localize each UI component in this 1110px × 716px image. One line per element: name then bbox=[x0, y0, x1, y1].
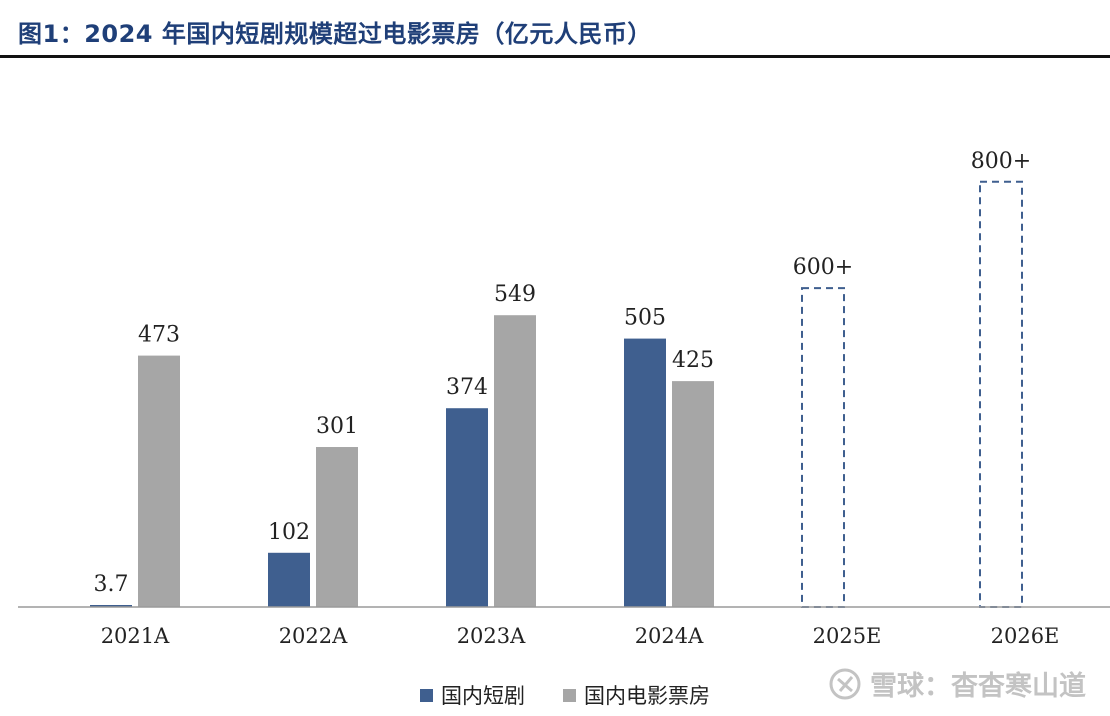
legend: 国内短剧 国内电影票房 bbox=[420, 680, 710, 710]
bar-box-office-2022a bbox=[316, 447, 358, 607]
x-tick-label-2022a: 2022A bbox=[279, 624, 348, 648]
bar-short-drama-2022a bbox=[268, 552, 310, 607]
bars-group bbox=[90, 180, 1023, 609]
title-divider bbox=[0, 55, 1110, 58]
legend-item-short-drama: 国内短剧 bbox=[420, 680, 525, 710]
legend-label-box-office: 国内电影票房 bbox=[584, 684, 710, 708]
x-tick-labels-group: 2021A 2022A 2023A 2024A 2025E 2026E bbox=[101, 624, 1060, 648]
value-label-short-drama-2021a: 3.7 bbox=[94, 572, 129, 597]
bar-box-office-2024a bbox=[672, 381, 714, 607]
x-tick-label-2023a: 2023A bbox=[457, 624, 526, 648]
snowball-logo-icon bbox=[829, 668, 861, 699]
x-tick-label-2024a: 2024A bbox=[635, 624, 704, 648]
value-label-short-drama-2025e: 600+ bbox=[793, 255, 853, 280]
bar-box-office-2023a bbox=[494, 315, 536, 607]
value-label-short-drama-2022a: 102 bbox=[268, 520, 310, 545]
value-label-short-drama-2023a: 374 bbox=[446, 375, 488, 400]
bar-short-drama-2023a bbox=[446, 408, 488, 607]
legend-swatch-short-drama bbox=[420, 688, 433, 702]
value-label-box-office-2024a: 425 bbox=[672, 348, 714, 373]
watermark: 雪球：杳杳寒山道 bbox=[828, 664, 1086, 703]
bar-short-drama-2024a bbox=[624, 338, 666, 607]
bar-box-office-2021a bbox=[138, 355, 180, 607]
value-label-box-office-2023a: 549 bbox=[494, 282, 536, 307]
legend-swatch-box-office bbox=[563, 688, 576, 702]
value-label-short-drama-2024a: 505 bbox=[624, 306, 666, 331]
value-label-short-drama-2026e: 800+ bbox=[971, 149, 1031, 174]
legend-item-box-office: 国内电影票房 bbox=[563, 680, 710, 710]
bar-short-drama-2021a bbox=[90, 605, 132, 607]
value-label-box-office-2021a: 473 bbox=[138, 323, 180, 348]
x-tick-label-2026e: 2026E bbox=[991, 624, 1060, 648]
legend-label-short-drama: 国内短剧 bbox=[441, 684, 525, 708]
value-label-box-office-2022a: 301 bbox=[316, 414, 358, 439]
bar-short-drama-2026e bbox=[979, 180, 1023, 609]
x-tick-label-2025e: 2025E bbox=[813, 624, 882, 648]
bar-short-drama-2025e bbox=[801, 287, 845, 608]
watermark-text: 雪球：杳杳寒山道 bbox=[870, 671, 1086, 702]
x-tick-label-2021a: 2021A bbox=[101, 624, 170, 648]
chart-title: 图1：2024 年国内短剧规模超过电影票房（亿元人民币） bbox=[18, 20, 652, 48]
